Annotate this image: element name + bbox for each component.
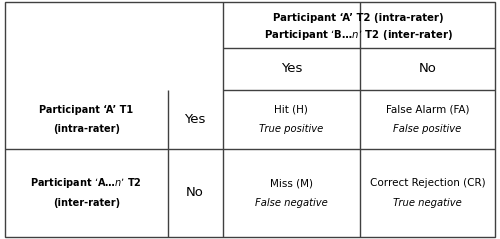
Text: (inter-rater): (inter-rater) xyxy=(52,198,120,207)
Text: Participant ‘A’ T2 (intra-rater): Participant ‘A’ T2 (intra-rater) xyxy=(274,13,444,23)
Text: Participant ‘B…$n$’ T2 (inter-rater): Participant ‘B…$n$’ T2 (inter-rater) xyxy=(264,28,453,42)
Text: No: No xyxy=(186,186,204,200)
Text: False negative: False negative xyxy=(255,198,328,207)
Text: False Alarm (FA): False Alarm (FA) xyxy=(386,105,469,115)
Text: True negative: True negative xyxy=(393,198,462,207)
Text: Hit (H): Hit (H) xyxy=(274,105,308,115)
Text: Correct Rejection (CR): Correct Rejection (CR) xyxy=(370,179,486,188)
Text: No: No xyxy=(418,62,436,75)
Text: Yes: Yes xyxy=(184,113,206,126)
Text: Miss (M): Miss (M) xyxy=(270,179,313,188)
Text: (intra-rater): (intra-rater) xyxy=(53,124,120,134)
Text: Participant ‘A…$n$’ T2: Participant ‘A…$n$’ T2 xyxy=(30,176,142,190)
Text: Yes: Yes xyxy=(280,62,302,75)
Text: Participant ‘A’ T1: Participant ‘A’ T1 xyxy=(39,105,134,115)
Text: False positive: False positive xyxy=(394,124,462,134)
Text: True positive: True positive xyxy=(259,124,324,134)
